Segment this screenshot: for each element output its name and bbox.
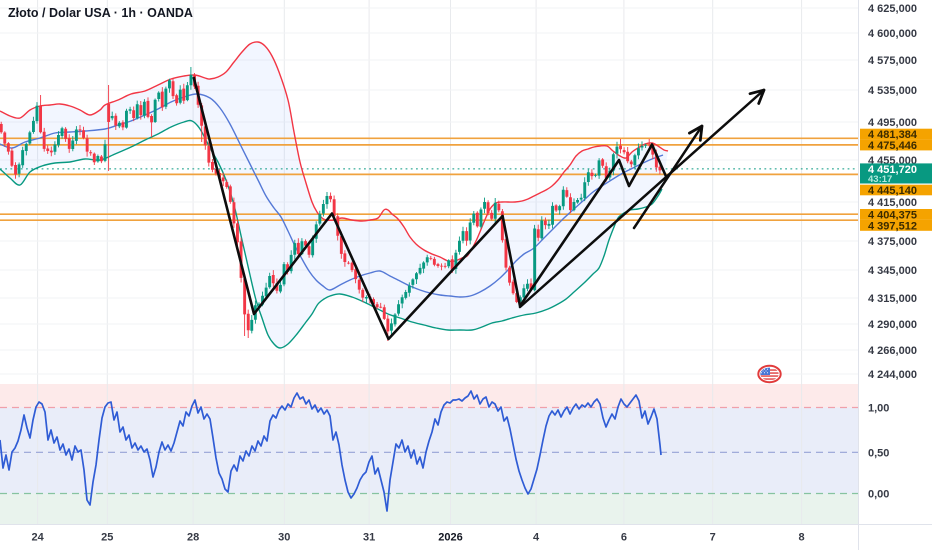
svg-text:4 475,446: 4 475,446 xyxy=(868,140,917,152)
svg-text:6: 6 xyxy=(621,532,627,544)
svg-text:4 575,000: 4 575,000 xyxy=(868,55,917,67)
svg-text:30: 30 xyxy=(278,532,290,544)
svg-text:4: 4 xyxy=(533,532,540,544)
svg-text:Złoto / Dolar USA · 1h · OANDA: Złoto / Dolar USA · 1h · OANDA xyxy=(8,6,193,20)
svg-text:4 600,000: 4 600,000 xyxy=(868,28,917,40)
svg-text:4 481,384: 4 481,384 xyxy=(868,129,918,141)
svg-text:2026: 2026 xyxy=(438,532,462,544)
svg-text:31: 31 xyxy=(363,532,375,544)
svg-text:4 495,000: 4 495,000 xyxy=(868,117,917,129)
svg-text:4 535,000: 4 535,000 xyxy=(868,85,917,97)
svg-text:4 625,000: 4 625,000 xyxy=(868,3,917,15)
svg-text:28: 28 xyxy=(187,532,199,544)
svg-text:4 404,375: 4 404,375 xyxy=(868,209,917,221)
svg-text:4 451,720: 4 451,720 xyxy=(868,164,917,176)
svg-text:4 445,140: 4 445,140 xyxy=(868,185,917,197)
svg-text:0,50: 0,50 xyxy=(868,447,889,459)
svg-text:4 244,000: 4 244,000 xyxy=(868,369,917,381)
svg-text:1,00: 1,00 xyxy=(868,403,889,415)
svg-text:24: 24 xyxy=(31,532,44,544)
svg-text:4 315,000: 4 315,000 xyxy=(868,293,917,305)
svg-text:4 345,000: 4 345,000 xyxy=(868,265,917,277)
svg-text:4 290,000: 4 290,000 xyxy=(868,319,917,331)
svg-text:25: 25 xyxy=(101,532,113,544)
svg-text:4 415,000: 4 415,000 xyxy=(868,197,917,209)
svg-text:4 375,000: 4 375,000 xyxy=(868,236,917,248)
svg-text:7: 7 xyxy=(710,532,716,544)
svg-text:43:17: 43:17 xyxy=(868,174,892,185)
svg-text:4 266,000: 4 266,000 xyxy=(868,345,917,357)
svg-text:4 397,512: 4 397,512 xyxy=(868,220,917,232)
svg-text:8: 8 xyxy=(799,532,805,544)
svg-text:0,00: 0,00 xyxy=(868,489,889,501)
